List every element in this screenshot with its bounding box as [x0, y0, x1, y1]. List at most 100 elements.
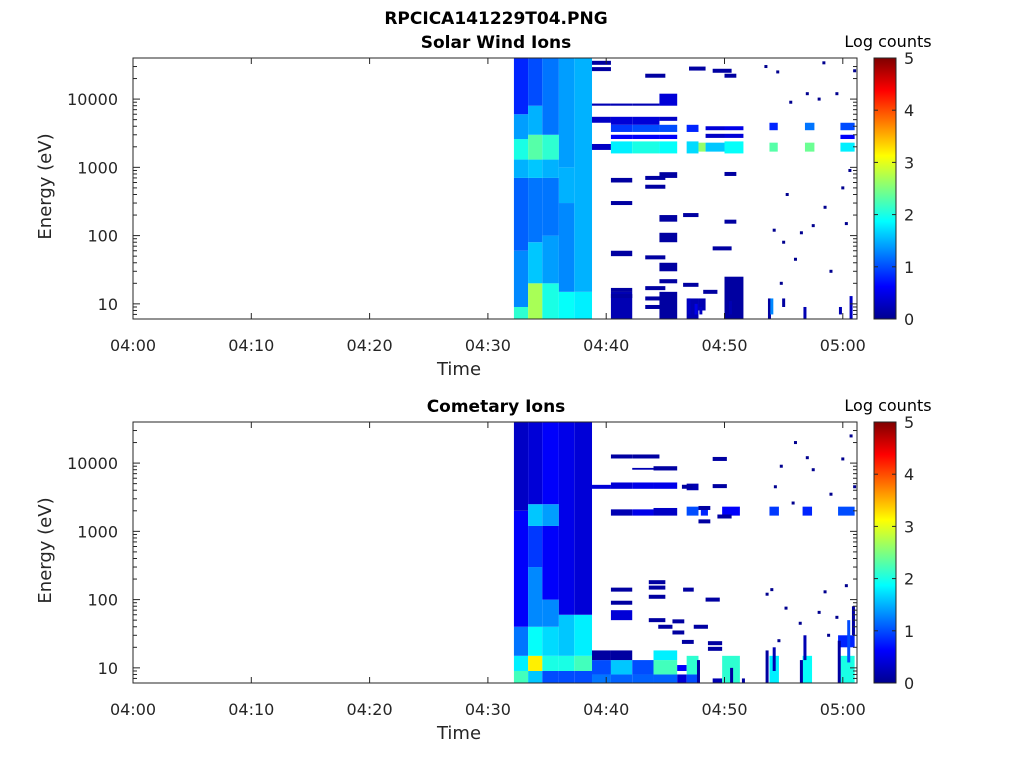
colorbar-tick-label: 0 [904, 674, 914, 693]
heatmap-dot [789, 100, 793, 104]
heatmap-dot [848, 168, 852, 172]
heatmap-cell [632, 103, 660, 106]
heatmap-spike [696, 660, 700, 683]
heatmap-dot [829, 492, 833, 496]
heatmap-dot [764, 65, 768, 69]
heatmap-bar [712, 68, 732, 73]
heatmap-cell [574, 655, 593, 671]
heatmap-cell [610, 250, 633, 257]
heatmap-dot [823, 590, 827, 594]
heatmap-bar [645, 175, 666, 180]
heatmap-cell [769, 506, 779, 516]
x-tick-label: 04:10 [228, 336, 274, 355]
heatmap-cell [632, 467, 654, 470]
heatmap-cell [542, 283, 559, 319]
heatmap-bar [717, 514, 732, 519]
colorbar-tick-label: 5 [904, 49, 914, 68]
heatmap-bar [724, 73, 737, 78]
x-axis-label: Time [436, 359, 481, 380]
heatmap-cell [653, 650, 678, 661]
heatmap-dot [835, 615, 839, 619]
heatmap-bar [698, 505, 711, 510]
heatmap-cell [632, 660, 654, 675]
heatmap-bar [610, 454, 633, 459]
heatmap-cell [659, 134, 678, 140]
heatmap-dot [776, 70, 780, 74]
heatmap-cell [632, 509, 654, 516]
heatmap-cell [528, 58, 543, 106]
heatmap-cell [528, 504, 543, 526]
heatmap-bar [707, 646, 723, 651]
heatmap-cell [513, 670, 529, 683]
heatmap-cell [542, 525, 559, 600]
heatmap-cell [686, 674, 699, 683]
heatmap-bar [648, 580, 666, 585]
heatmap-cell [513, 510, 529, 627]
heatmap-cells [513, 422, 857, 683]
heatmap-cell [724, 133, 744, 138]
heatmap-cell [724, 141, 744, 154]
heatmap-bar [645, 286, 666, 291]
heatmap-cell [592, 116, 611, 123]
heatmap-cell [653, 674, 678, 683]
heatmap-cell [542, 58, 559, 135]
heatmap-cell [659, 124, 678, 132]
heatmap-cell [659, 215, 678, 222]
heatmap-cell [632, 116, 660, 125]
heatmap-cell [659, 116, 678, 121]
heatmap-bar [703, 289, 718, 294]
x-tick-label: 04:00 [110, 700, 156, 719]
heatmap-cell [677, 665, 687, 671]
heatmap-cell [558, 167, 575, 204]
heatmap-dot [770, 588, 774, 592]
y-axis-label: Energy (eV) [35, 497, 56, 603]
heatmap-dot [777, 639, 781, 643]
heatmap-cell [513, 422, 529, 511]
heatmap-bar [645, 184, 666, 189]
panel-title: Cometary Ions [427, 397, 566, 417]
heatmap-bar [683, 213, 699, 218]
heatmap-cell [542, 422, 559, 505]
heatmap-dot [772, 228, 776, 232]
heatmap-spike [765, 650, 769, 683]
heatmap-cell [769, 142, 778, 152]
heatmap-cell [558, 422, 575, 615]
heatmap-dot [811, 224, 815, 228]
heatmap-cell [700, 506, 708, 516]
heatmap-bar [645, 73, 666, 78]
heatmap-dot [844, 584, 848, 588]
heatmap-cell [610, 509, 633, 516]
heatmap-dot [841, 186, 845, 190]
heatmap-cell [705, 142, 725, 152]
colorbar-tick-label: 3 [904, 153, 914, 172]
heatmap-cell [632, 674, 654, 683]
heatmap-cell [528, 525, 543, 568]
heatmap-cell [558, 291, 575, 319]
heatmap-cell [558, 58, 575, 168]
heatmap-cell [653, 660, 678, 675]
heatmap-cell [722, 506, 740, 516]
heatmap-dot [853, 485, 857, 489]
heatmap-cell [610, 650, 633, 661]
heatmap-bar [705, 597, 720, 602]
heatmap-cell [610, 291, 633, 319]
heatmap-bar [648, 594, 666, 599]
heatmap-cell [542, 599, 559, 627]
y-tick-label: 100 [87, 227, 118, 246]
heatmap-cell [838, 655, 855, 683]
heatmap-cell [592, 484, 611, 489]
heatmap-dot [822, 61, 826, 65]
x-tick-label: 04:10 [228, 700, 274, 719]
heatmap-bar [648, 618, 666, 623]
heatmap-bar [610, 201, 633, 206]
heatmap-cell [838, 635, 855, 648]
x-tick-label: 04:50 [701, 336, 747, 355]
heatmap-cell [610, 124, 633, 132]
colorbar-tick-label: 3 [904, 517, 914, 536]
x-tick-label: 04:40 [583, 700, 629, 719]
heatmap-cell [802, 655, 813, 683]
heatmap-cell [542, 177, 559, 236]
heatmap-cell [574, 422, 593, 615]
heatmap-dot [791, 501, 795, 505]
